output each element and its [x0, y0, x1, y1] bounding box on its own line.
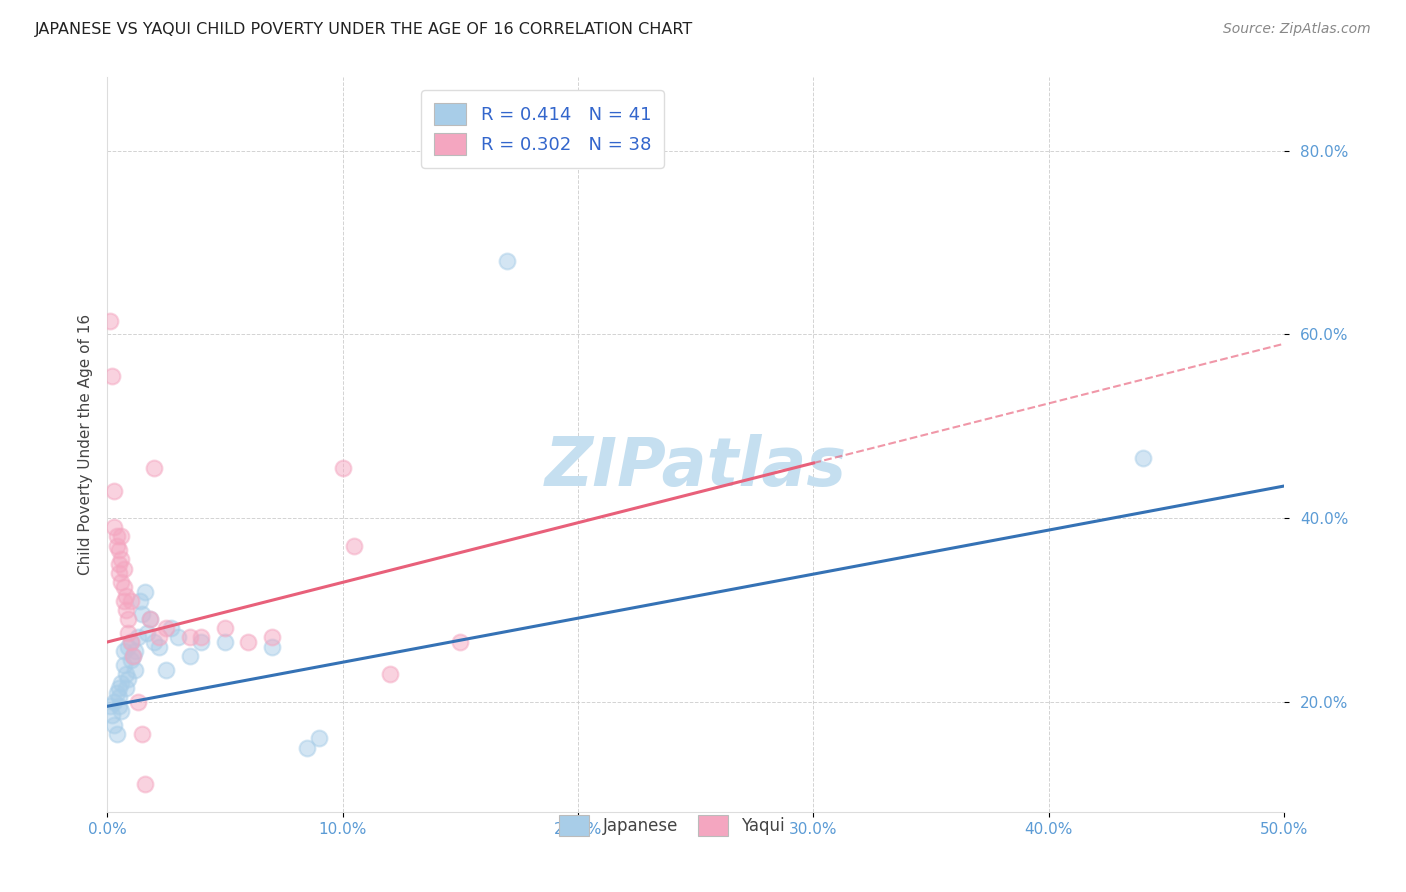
- Point: [110, 575, 132, 590]
- Point: [155, 663, 177, 677]
- Point: [101, 708, 124, 723]
- Point: [148, 631, 170, 645]
- Point: [115, 603, 138, 617]
- Point: [332, 460, 354, 475]
- Point: [260, 640, 283, 654]
- Point: [115, 681, 138, 695]
- Point: [112, 580, 135, 594]
- Point: [112, 644, 135, 658]
- Point: [115, 589, 138, 603]
- Point: [122, 648, 145, 663]
- Point: [136, 625, 159, 640]
- Point: [179, 648, 201, 663]
- Point: [378, 667, 401, 681]
- Point: [127, 631, 149, 645]
- Point: [138, 612, 160, 626]
- Point: [297, 740, 319, 755]
- Point: [134, 584, 156, 599]
- Text: Source: ZipAtlas.com: Source: ZipAtlas.com: [1223, 22, 1371, 37]
- Point: [120, 593, 142, 607]
- Point: [238, 635, 260, 649]
- Point: [131, 607, 153, 622]
- Point: [122, 648, 145, 663]
- Point: [449, 635, 471, 649]
- Point: [110, 552, 132, 566]
- Point: [98, 314, 121, 328]
- Point: [101, 368, 124, 383]
- Point: [190, 631, 212, 645]
- Point: [110, 704, 132, 718]
- Point: [129, 593, 152, 607]
- Point: [98, 699, 121, 714]
- Point: [124, 644, 146, 658]
- Point: [108, 699, 131, 714]
- Point: [120, 653, 142, 667]
- Point: [108, 566, 131, 581]
- Point: [120, 635, 142, 649]
- Point: [179, 631, 201, 645]
- Point: [148, 640, 170, 654]
- Point: [108, 690, 131, 705]
- Point: [1132, 451, 1154, 466]
- Point: [143, 460, 166, 475]
- Point: [120, 635, 142, 649]
- Point: [155, 621, 177, 635]
- Point: [112, 561, 135, 575]
- Text: JAPANESE VS YAQUI CHILD POVERTY UNDER THE AGE OF 16 CORRELATION CHART: JAPANESE VS YAQUI CHILD POVERTY UNDER TH…: [35, 22, 693, 37]
- Point: [308, 731, 330, 746]
- Point: [108, 557, 131, 571]
- Point: [214, 621, 236, 635]
- Point: [103, 483, 125, 498]
- Point: [117, 612, 139, 626]
- Point: [124, 663, 146, 677]
- Point: [134, 777, 156, 791]
- Point: [115, 667, 138, 681]
- Point: [260, 631, 283, 645]
- Point: [112, 593, 135, 607]
- Point: [105, 727, 128, 741]
- Point: [166, 631, 188, 645]
- Point: [105, 539, 128, 553]
- Point: [112, 658, 135, 673]
- Point: [138, 612, 160, 626]
- Point: [127, 695, 149, 709]
- Text: ZIPatlas: ZIPatlas: [544, 434, 846, 500]
- Point: [214, 635, 236, 649]
- Point: [103, 695, 125, 709]
- Point: [103, 717, 125, 731]
- Point: [105, 685, 128, 699]
- Point: [190, 635, 212, 649]
- Point: [108, 681, 131, 695]
- Point: [103, 520, 125, 534]
- Point: [108, 543, 131, 558]
- Point: [110, 676, 132, 690]
- Point: [117, 640, 139, 654]
- Point: [143, 635, 166, 649]
- Point: [343, 539, 366, 553]
- Point: [159, 621, 181, 635]
- Point: [131, 727, 153, 741]
- Legend: Japanese, Yaqui: Japanese, Yaqui: [551, 807, 793, 844]
- Point: [496, 254, 519, 268]
- Point: [117, 625, 139, 640]
- Point: [105, 529, 128, 543]
- Point: [117, 672, 139, 686]
- Point: [110, 529, 132, 543]
- Y-axis label: Child Poverty Under the Age of 16: Child Poverty Under the Age of 16: [79, 314, 93, 575]
